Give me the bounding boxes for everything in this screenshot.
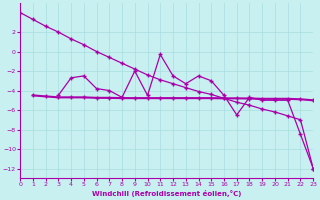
X-axis label: Windchill (Refroidissement éolien,°C): Windchill (Refroidissement éolien,°C) xyxy=(92,190,241,197)
